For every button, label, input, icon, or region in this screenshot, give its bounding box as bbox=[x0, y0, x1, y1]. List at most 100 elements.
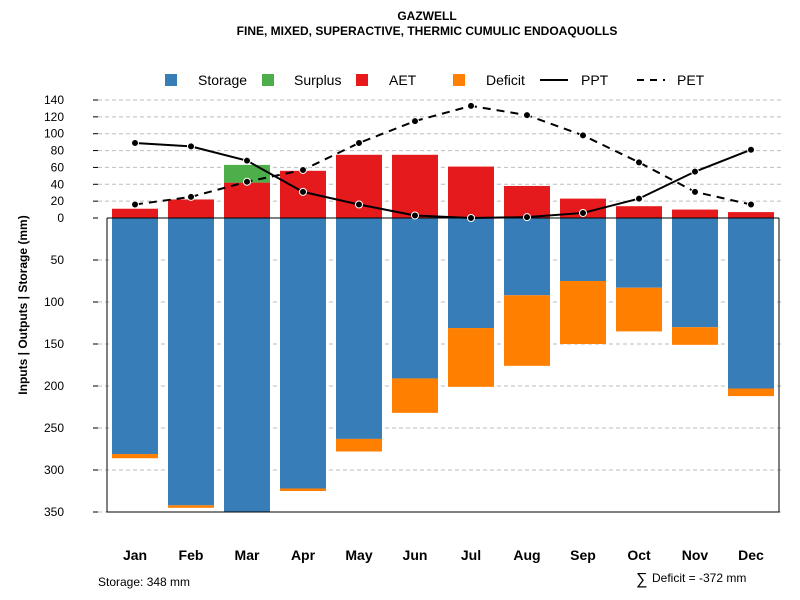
aet-bar bbox=[448, 166, 494, 218]
pet-point bbox=[243, 177, 251, 186]
pet-point bbox=[579, 131, 587, 140]
storage-bar bbox=[224, 218, 270, 512]
pet-point bbox=[411, 117, 419, 126]
x-tick-label-sep: Sep bbox=[570, 547, 596, 563]
storage-bar bbox=[392, 218, 438, 379]
deficit-bar bbox=[168, 505, 214, 508]
legend-label-deficit: Deficit bbox=[486, 72, 525, 88]
deficit-bar bbox=[112, 454, 158, 459]
pet-point bbox=[355, 138, 363, 147]
storage-bar bbox=[728, 218, 774, 389]
y-tick-label: 0 bbox=[57, 211, 64, 225]
pet-point bbox=[691, 187, 699, 196]
y-tick-label: 100 bbox=[44, 295, 64, 309]
deficit-bar bbox=[336, 438, 382, 452]
aet-bar bbox=[616, 206, 662, 218]
ppt-point bbox=[131, 138, 139, 147]
y-tick-label: 40 bbox=[51, 177, 65, 191]
y-axis-ticks: 0 20 40 60 80 100 120 140 50 100 150 200 250 300 350 bbox=[44, 93, 98, 519]
pet-point bbox=[523, 111, 531, 120]
deficit-bar bbox=[280, 488, 326, 491]
ppt-point bbox=[523, 213, 531, 222]
x-tick-label-feb: Feb bbox=[179, 547, 204, 563]
surplus-bar bbox=[224, 164, 270, 183]
ppt-point bbox=[747, 145, 755, 154]
ppt-point bbox=[187, 142, 195, 151]
deficit-bar bbox=[392, 378, 438, 413]
x-tick-label-mar: Mar bbox=[235, 547, 260, 563]
storage-bar bbox=[168, 218, 214, 506]
x-tick-label-may: May bbox=[345, 547, 372, 563]
deficit-bar bbox=[504, 295, 550, 366]
x-tick-label-jan: Jan bbox=[123, 547, 147, 563]
ppt-point bbox=[467, 214, 475, 222]
legend-swatch-aet bbox=[356, 74, 368, 86]
x-axis-ticks: Jan Feb Mar Apr May Jun Jul Aug Sep Oct Nov Dec bbox=[123, 547, 764, 563]
storage-total-label: Storage: 348 mm bbox=[98, 575, 190, 589]
y-tick-label: 300 bbox=[44, 463, 64, 477]
y-tick-label: 60 bbox=[51, 160, 65, 174]
deficit-total-label: Deficit = -372 mm bbox=[652, 571, 746, 585]
ppt-point bbox=[411, 211, 419, 220]
legend-label-storage: Storage bbox=[198, 72, 247, 88]
deficit-bar bbox=[728, 388, 774, 397]
storage-frame bbox=[106, 218, 780, 513]
y-tick-label: 350 bbox=[44, 505, 64, 519]
storage-bar bbox=[280, 218, 326, 489]
legend-swatch-deficit bbox=[453, 74, 465, 86]
aet-bar bbox=[504, 185, 550, 218]
deficit-bar bbox=[448, 328, 494, 387]
y-tick-label: 80 bbox=[51, 144, 65, 158]
y-tick-label: 120 bbox=[44, 110, 64, 124]
legend-label-surplus: Surplus bbox=[294, 72, 341, 88]
y-tick-label: 200 bbox=[44, 379, 64, 393]
x-tick-label-jun: Jun bbox=[403, 547, 428, 563]
x-tick-label-jul: Jul bbox=[461, 547, 481, 563]
legend-swatch-surplus bbox=[262, 74, 274, 86]
chart-title: GAZWELL bbox=[397, 9, 456, 23]
x-tick-label-dec: Dec bbox=[738, 547, 764, 563]
legend-label-ppt: PPT bbox=[581, 72, 609, 88]
x-tick-label-nov: Nov bbox=[682, 547, 709, 563]
bars bbox=[112, 154, 774, 512]
ppt-point bbox=[691, 167, 699, 176]
x-tick-label-oct: Oct bbox=[627, 547, 651, 563]
y-tick-label: 100 bbox=[44, 127, 64, 141]
plot-frame bbox=[106, 217, 780, 513]
chart-subtitle: FINE, MIXED, SUPERACTIVE, THERMIC CUMULI… bbox=[237, 24, 618, 38]
y-tick-label: 150 bbox=[44, 337, 64, 351]
ppt-point bbox=[635, 194, 643, 203]
sigma-icon: ∑ bbox=[636, 571, 647, 588]
ppt-line bbox=[134, 141, 752, 220]
pet-point bbox=[747, 200, 755, 209]
pet-point bbox=[635, 158, 643, 167]
ppt-point bbox=[299, 187, 307, 196]
y-tick-label: 50 bbox=[51, 253, 65, 267]
deficit-bar bbox=[560, 281, 606, 344]
legend-swatch-storage bbox=[165, 74, 177, 86]
legend-label-pet: PET bbox=[677, 72, 705, 88]
lines bbox=[131, 101, 755, 222]
storage-bar bbox=[616, 218, 662, 288]
y-tick-label: 140 bbox=[44, 93, 64, 107]
pet-point bbox=[187, 192, 195, 201]
y-axis-label: Inputs | Outputs | Storage (mm) bbox=[16, 215, 30, 394]
legend-label-aet: AET bbox=[389, 72, 417, 88]
y-tick-label: 20 bbox=[51, 194, 65, 208]
y-tick-label: 250 bbox=[44, 421, 64, 435]
deficit-bar bbox=[672, 327, 718, 345]
aet-bar bbox=[112, 208, 158, 218]
x-tick-label-apr: Apr bbox=[291, 547, 316, 563]
pet-point bbox=[299, 165, 307, 174]
pet-point bbox=[131, 200, 139, 209]
storage-bar bbox=[112, 218, 158, 455]
aet-bar bbox=[168, 199, 214, 218]
storage-bar bbox=[672, 218, 718, 328]
aet-bar bbox=[392, 154, 438, 218]
ppt-point bbox=[355, 200, 363, 209]
storage-bar bbox=[448, 218, 494, 329]
legend: Storage Surplus AET Deficit PPT PET bbox=[165, 72, 705, 88]
storage-bar bbox=[504, 218, 550, 296]
deficit-bar bbox=[616, 287, 662, 332]
